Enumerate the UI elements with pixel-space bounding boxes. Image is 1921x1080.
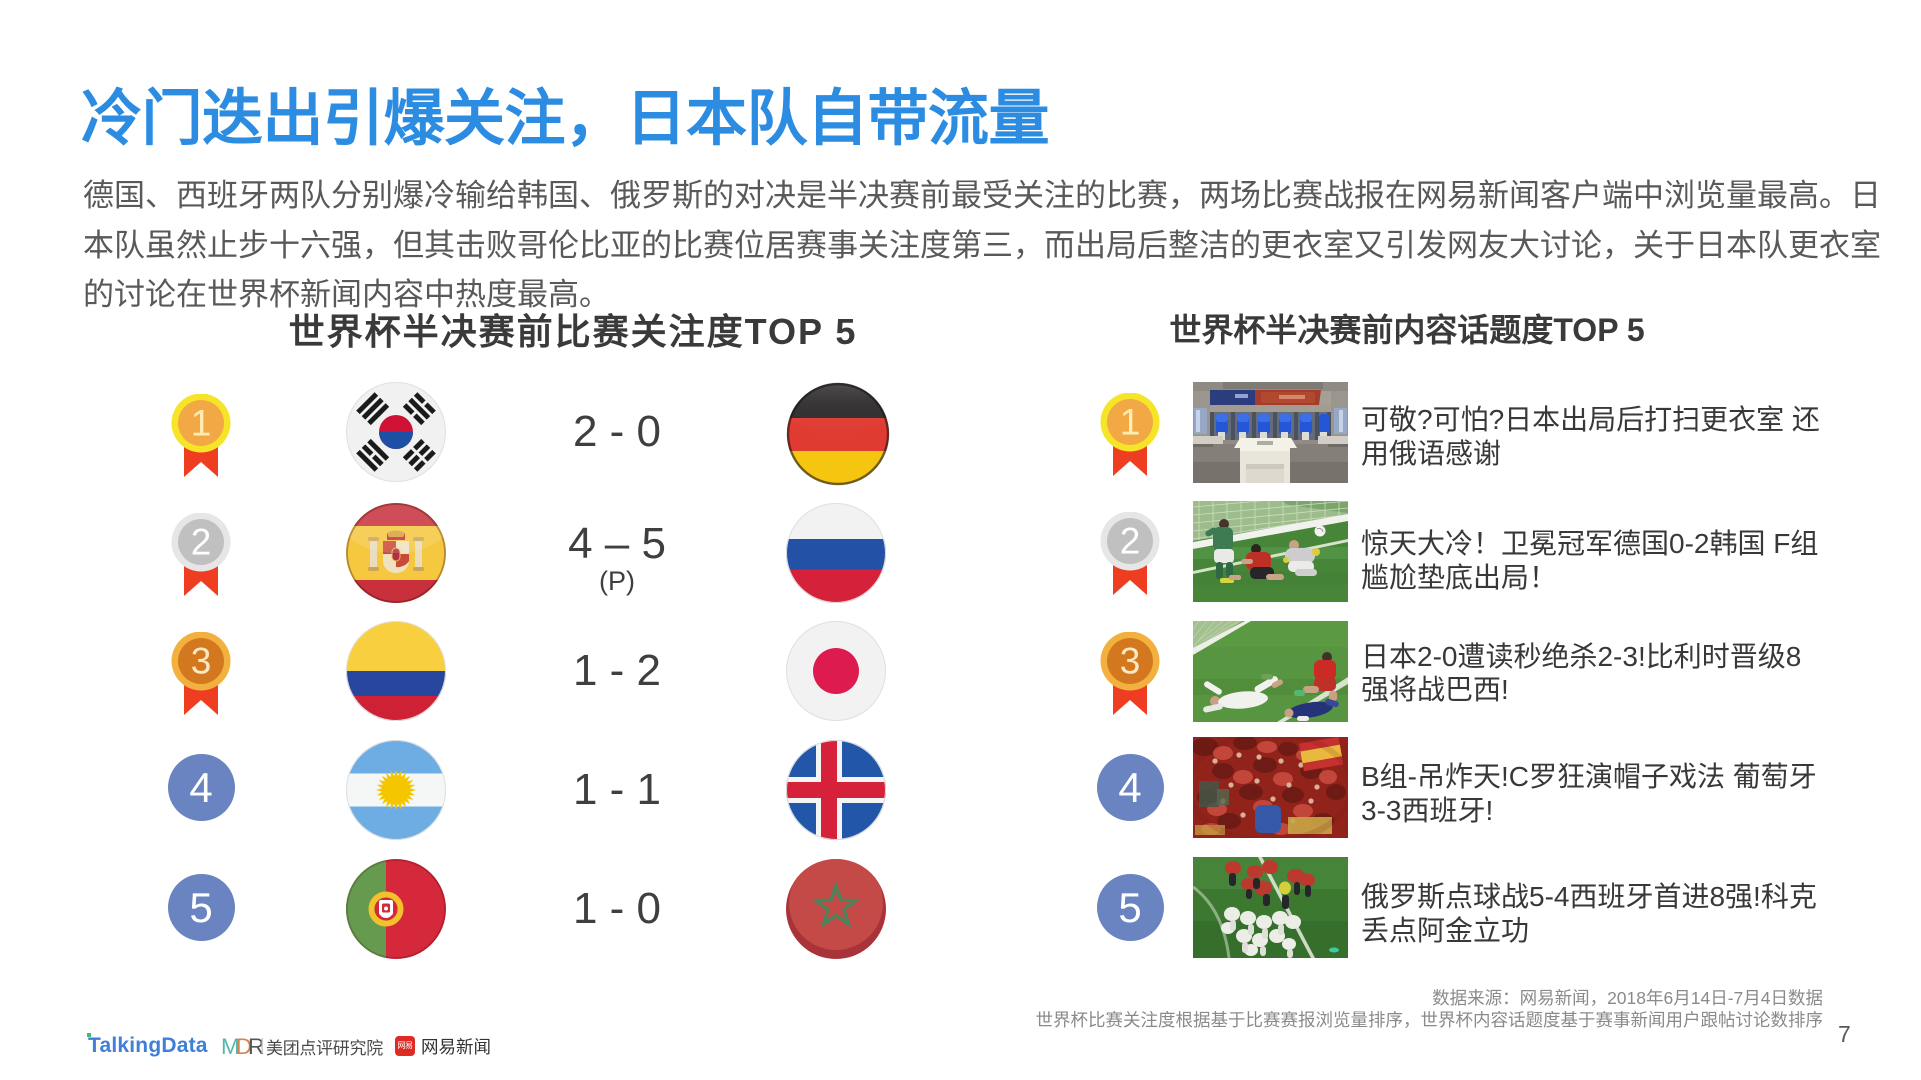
svg-text:2: 2 (191, 521, 212, 562)
svg-text:2: 2 (1120, 521, 1141, 562)
svg-text:3: 3 (1120, 640, 1141, 681)
svg-text:3: 3 (191, 640, 212, 681)
svg-text:1: 1 (1120, 402, 1141, 443)
svg-text:1: 1 (191, 402, 212, 443)
